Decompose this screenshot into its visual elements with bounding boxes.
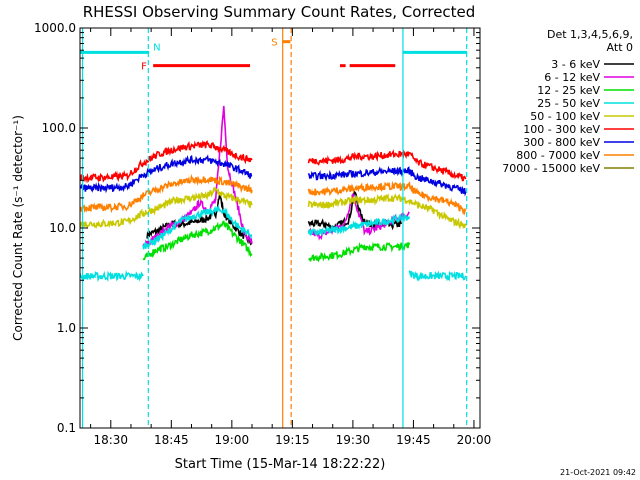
y-tick-label: 100.0 [42, 121, 76, 135]
x-tick-label: 18:45 [154, 433, 189, 447]
series-line-5-segment-0 [80, 139, 253, 184]
y-tick-label: 1.0 [57, 321, 76, 335]
legend-entry-label: 50 - 100 keV [530, 110, 600, 123]
y-tick-label: 10.0 [49, 221, 76, 235]
series-line-0-segment-0 [146, 191, 252, 246]
series-line-7-segment-1 [307, 180, 467, 216]
series-line-2-segment-1 [308, 241, 411, 263]
x-tick-label: 19:30 [336, 433, 371, 447]
legend-header-line-1: Det 1,3,4,5,6,9, [547, 28, 633, 41]
y-tick-label: 0.1 [57, 421, 76, 435]
flag-label-2: F [141, 62, 147, 73]
plot-area: NF S [79, 27, 481, 429]
series-line-6-segment-0 [80, 154, 253, 194]
y-axis-label: Corrected Count Rate (s⁻¹ detector⁻¹) [11, 115, 25, 341]
plot-contents [80, 28, 468, 428]
series-line-1-segment-0 [142, 105, 253, 247]
legend-entry-label: 6 - 12 keV [544, 71, 600, 84]
series-line-4-segment-0 [80, 186, 253, 229]
y-tick-label: 1000.0 [34, 21, 76, 35]
x-tick-label: 19:15 [275, 433, 310, 447]
x-tick-label: 19:45 [396, 433, 431, 447]
series-line-4-segment-1 [307, 193, 467, 230]
x-tick-label: 20:00 [457, 433, 492, 447]
legend-entry-label: 12 - 25 keV [537, 84, 600, 97]
series-line-7-segment-0 [80, 173, 253, 214]
legend-entry-label: 25 - 50 keV [537, 97, 600, 110]
x-tick-label: 19:00 [215, 433, 250, 447]
series-line-3-segment-3 [408, 270, 467, 282]
series-line-3-segment-1 [142, 204, 253, 250]
series-line-3-segment-2 [307, 213, 411, 237]
x-axis: 18:30 18:45 19:00 19:15 19:30 19:45 20:00 [90, 28, 492, 447]
x-tick-label: 18:30 [93, 433, 128, 447]
legend-entry-label: 7000 - 15000 keV [502, 162, 600, 175]
series-line-2-segment-0 [142, 220, 253, 261]
legend-entry-label: 300 - 800 keV [523, 136, 600, 149]
y-axis: 0.1 1.0 10.0 100.0 1000.0 [34, 21, 480, 435]
flag-label-5: S [271, 38, 277, 49]
legend-entry-label: 100 - 300 keV [523, 123, 600, 136]
legend-header-line-2: Att 0 [607, 41, 633, 54]
legend-entry-label: 800 - 7000 keV [516, 149, 600, 162]
plot-frame [79, 27, 481, 429]
footer-timestamp: 21-Oct-2021 09:42 [560, 468, 636, 477]
x-axis-label: Start Time (15-Mar-14 18:22:22) [175, 457, 386, 472]
chart-title: RHESSI Observing Summary Count Rates, Co… [83, 3, 476, 21]
series-line-5-segment-1 [307, 149, 467, 182]
series-line-3-segment-0 [80, 269, 144, 283]
legend-entry-label: 3 - 6 keV [551, 58, 600, 71]
flag-label-0: N [153, 42, 160, 53]
series-line-6-segment-1 [307, 165, 467, 197]
